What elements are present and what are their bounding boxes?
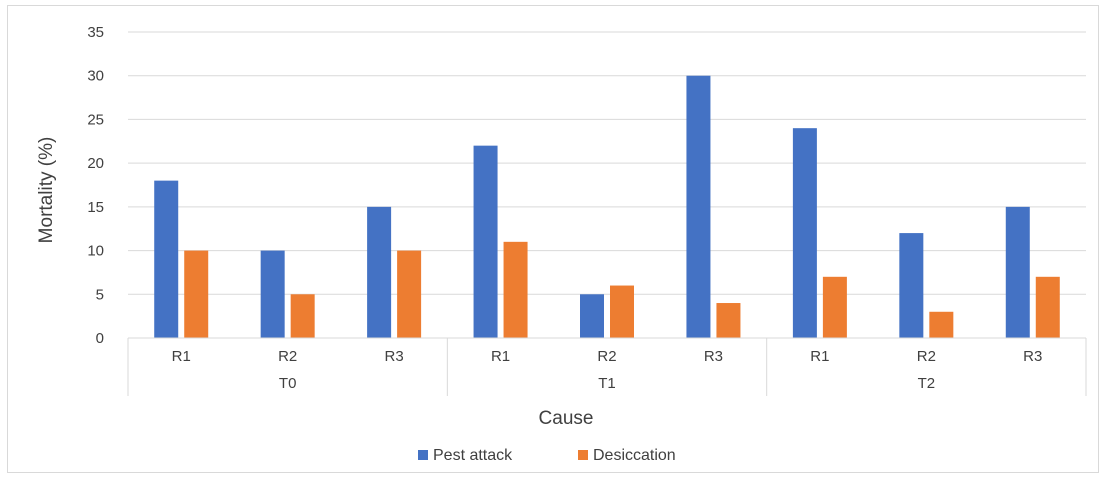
legend-swatch [578,450,588,460]
legend-label: Pest attack [433,447,513,464]
bar-desiccation [929,311,954,338]
bar-desiccation [184,250,209,338]
group-label: T2 [918,375,936,392]
x-tick-label: R3 [1023,348,1042,365]
gridlines [128,31,1086,295]
bar-pest-attack [792,128,817,338]
y-tick-label: 0 [96,330,104,347]
x-axis-title: Cause [539,408,594,429]
bar-pest-attack [1005,206,1030,338]
bar-desiccation [397,250,422,338]
legend-swatch [418,450,428,460]
group-label: T0 [279,375,297,392]
bar-desiccation [1035,276,1060,338]
x-tick-label: R2 [278,348,297,365]
x-tick-label: R3 [704,348,723,365]
bar-desiccation [716,303,741,338]
legend: Pest attack Desiccation [418,447,676,464]
bar-desiccation [290,294,315,338]
bar-desiccation [610,285,634,338]
y-tick-label: 15 [87,199,104,216]
bar-desiccation [822,276,847,338]
bar-pest-attack [473,145,498,338]
y-tick-label: 10 [87,243,104,260]
group-label: T1 [598,375,616,392]
x-axis: R1 R2 R3 T0 R1 R2 R3 T1 R1 R2 R3 T2 [127,337,1087,396]
bar-pest-attack [154,180,179,338]
bars [154,75,1060,338]
bar-pest-attack [899,233,924,338]
y-axis-ticks: 0 5 10 15 20 25 30 35 [87,24,104,347]
x-tick-label: R2 [917,348,936,365]
y-axis-title: Mortality (%) [36,137,57,244]
bar-pest-attack [260,250,285,338]
legend-label: Desiccation [593,447,676,464]
bar-pest-attack [367,206,392,338]
bar-desiccation [503,241,528,338]
y-tick-label: 25 [87,111,104,128]
y-tick-label: 5 [96,286,104,303]
y-tick-label: 35 [87,24,104,41]
bar-pest-attack [686,75,711,338]
y-tick-label: 20 [87,155,104,172]
x-tick-label: R1 [172,348,191,365]
y-tick-label: 30 [87,68,104,85]
x-tick-label: R3 [385,348,404,365]
bar-pest-attack [580,294,604,338]
x-tick-label: R2 [597,348,616,365]
x-tick-label: R1 [810,348,829,365]
x-tick-label: R1 [491,348,510,365]
